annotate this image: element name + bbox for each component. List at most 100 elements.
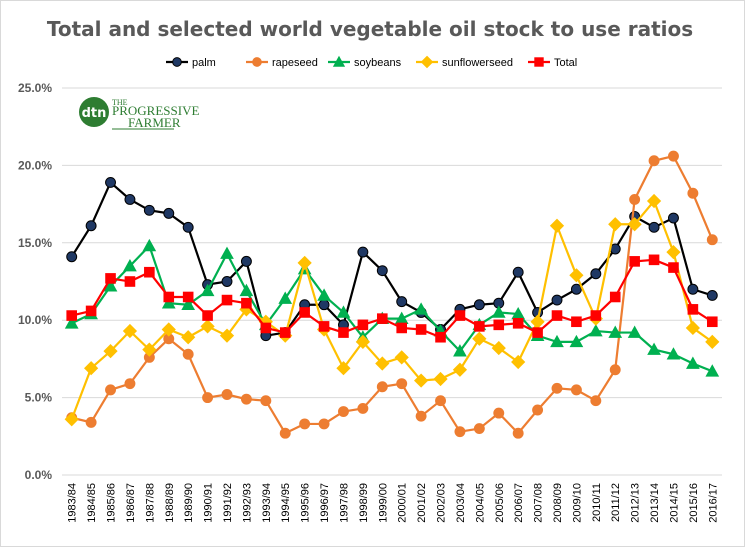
x-tick-label: 2011/12 (610, 483, 622, 522)
data-point (668, 150, 679, 162)
data-point (687, 187, 699, 199)
data-point (396, 378, 408, 390)
x-axis-ticks: 1983/84 1984/85 1985/86 1986/87 1987/88 1988/… (67, 483, 720, 523)
series-line (70, 199, 713, 420)
data-point (84, 361, 99, 376)
y-tick-label: 15.0% (18, 236, 52, 250)
data-point (299, 307, 310, 318)
data-point (414, 373, 429, 388)
data-point (551, 382, 563, 394)
data-point (629, 256, 640, 267)
data-point (318, 321, 330, 332)
legend-item-palm: palm (166, 57, 216, 69)
data-point (608, 325, 623, 338)
data-point (219, 328, 235, 343)
data-point (124, 193, 136, 205)
x-tick-label: 2016/17 (707, 483, 719, 523)
dtn-progressive-farmer-logo: dtn THE PROGRESSIVE FARMER (79, 97, 199, 130)
data-point (608, 217, 623, 232)
data-point (433, 371, 448, 387)
data-point (706, 289, 718, 301)
data-point (588, 324, 603, 337)
data-point (590, 395, 602, 407)
data-point (569, 334, 584, 348)
data-point (648, 221, 660, 233)
data-point (414, 302, 428, 315)
data-point (143, 204, 155, 216)
data-point (338, 327, 349, 338)
series-line (70, 181, 713, 337)
series-line (71, 244, 713, 373)
data-point (627, 217, 642, 232)
x-tick-label: 1988/89 (164, 483, 176, 523)
data-point (687, 283, 699, 295)
data-point (260, 322, 272, 334)
legend-item-rapeseed: rapeseed (246, 57, 318, 69)
data-point (220, 246, 234, 259)
x-tick-label: 2009/10 (571, 483, 583, 523)
x-tick-label: 1997/98 (338, 483, 350, 523)
data-point (318, 418, 330, 430)
data-point (240, 255, 252, 267)
data-point (532, 404, 544, 416)
x-tick-label: 2006/07 (513, 483, 525, 523)
data-point (239, 283, 254, 297)
data-point (103, 344, 118, 359)
data-point (181, 297, 196, 311)
legend-marker (534, 57, 544, 67)
x-tick-label: 1998/99 (358, 483, 370, 523)
data-point (532, 327, 543, 338)
data-point (648, 155, 660, 167)
data-point (705, 364, 720, 377)
data-point (163, 291, 175, 303)
data-point (491, 340, 506, 356)
data-point (142, 238, 157, 252)
logo-line1: THE (112, 98, 128, 107)
data-point (706, 316, 718, 328)
x-tick-label: 2010/11 (591, 483, 603, 522)
data-point (570, 283, 582, 295)
legend-label: palm (192, 57, 216, 69)
logo-line3: FARMER (128, 115, 181, 130)
data-point (357, 246, 369, 258)
data-point (318, 299, 330, 311)
data-point (202, 392, 214, 404)
data-point (221, 276, 233, 287)
legend-marker (172, 57, 182, 67)
data-point (647, 342, 661, 355)
data-point (415, 324, 427, 335)
data-point (85, 220, 97, 232)
data-point (551, 294, 563, 306)
data-point (472, 331, 487, 346)
data-point (686, 356, 700, 369)
data-point (512, 317, 524, 329)
data-point (64, 412, 79, 427)
data-point (122, 323, 138, 339)
data-point (550, 334, 564, 348)
data-point (181, 330, 196, 345)
data-point (202, 310, 213, 321)
y-axis-ticks: 0.0% 5.0% 10.0% 15.0% 20.0% 25.0% (18, 81, 52, 482)
y-tick-label: 0.0% (25, 468, 53, 482)
data-point (609, 364, 621, 376)
data-point (491, 305, 506, 318)
logo-circle-icon (79, 97, 109, 127)
data-point (435, 395, 446, 407)
x-tick-label: 1991/92 (222, 483, 234, 523)
data-point (375, 356, 390, 371)
data-point (357, 319, 369, 331)
data-point (105, 273, 116, 284)
data-point (357, 402, 369, 414)
legend: palm rapeseed soybeans sunflowerseed Total (166, 55, 577, 69)
data-point (182, 348, 194, 360)
y-tick-label: 5.0% (25, 391, 53, 405)
legend-label: soybeans (354, 57, 402, 69)
data-point (163, 207, 175, 219)
y-tick-label: 10.0% (18, 313, 52, 327)
x-tick-label: 1992/93 (241, 483, 253, 523)
x-tick-label: 2007/08 (533, 483, 545, 523)
data-point (415, 410, 427, 422)
data-point (569, 268, 584, 283)
